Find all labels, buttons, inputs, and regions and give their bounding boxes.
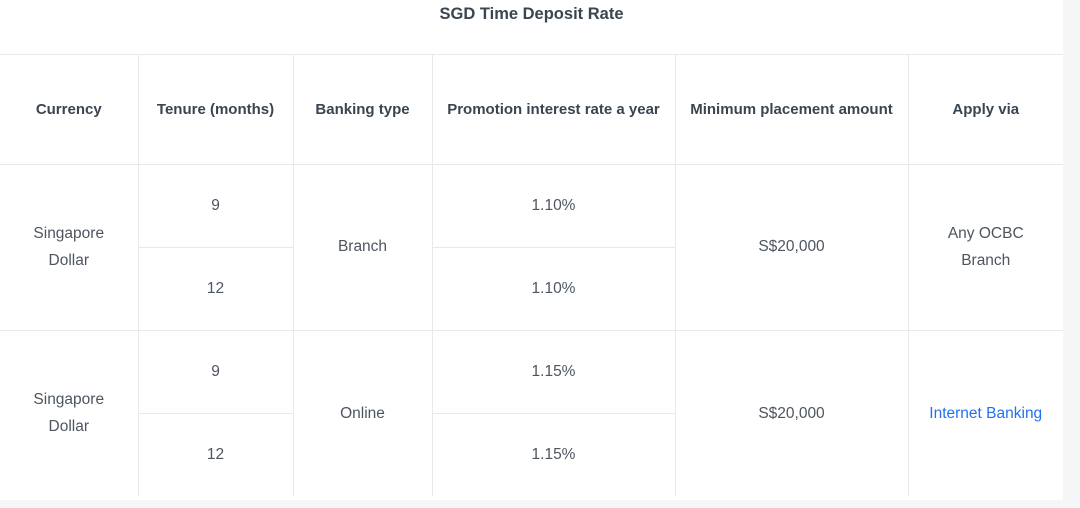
table-row: Singapore Dollar 9 Branch 1.10% S$20,000…: [0, 163, 1064, 331]
deposit-rate-table: Currency Tenure (months) Banking type Pr…: [0, 54, 1064, 497]
tenure-cell-branch-12: 12: [137, 246, 294, 331]
currency-cell-online: Singapore Dollar: [0, 329, 139, 497]
table-row: 12 1.15%: [0, 412, 1063, 497]
rate-cell-branch-12: 1.10%: [431, 246, 676, 331]
deposit-rate-table-panel: SGD Time Deposit Rate Currency Tenure (m…: [0, 0, 1064, 497]
rate-cell-branch-9: 1.10%: [431, 163, 676, 248]
tenure-cell-branch-9: 9: [137, 163, 294, 248]
header-row: Currency Tenure (months) Banking type Pr…: [0, 54, 1064, 165]
internet-banking-link[interactable]: Internet Banking: [929, 404, 1043, 422]
column-header-banking-type: Banking type: [292, 54, 433, 165]
column-header-tenure: Tenure (months): [137, 54, 294, 165]
rate-cell-online-12: 1.15%: [431, 412, 676, 497]
column-header-apply-via: Apply via: [907, 54, 1064, 165]
banking-type-cell-branch: Branch: [292, 163, 433, 331]
column-header-minimum-placement: Minimum placement amount: [674, 54, 909, 165]
table-row: 12 1.10%: [0, 246, 1063, 331]
minimum-placement-cell-online: S$20,000: [674, 329, 909, 497]
minimum-placement-cell-branch: S$20,000: [674, 163, 909, 331]
apply-via-cell-branch: Any OCBC Branch: [907, 163, 1064, 331]
banking-type-cell-online: Online: [292, 329, 433, 497]
rate-cell-online-9: 1.15%: [431, 329, 676, 414]
column-header-currency: Currency: [0, 54, 139, 165]
apply-via-cell-online: Internet Banking: [907, 329, 1064, 497]
currency-cell-branch: Singapore Dollar: [0, 163, 139, 331]
table-title: SGD Time Deposit Rate: [0, 0, 1063, 55]
table-row: Singapore Dollar 9 Online 1.15% S$20,000…: [0, 329, 1064, 497]
tenure-cell-online-12: 12: [137, 412, 294, 497]
tenure-cell-online-9: 9: [137, 329, 294, 414]
column-header-promotion-rate: Promotion interest rate a year: [431, 54, 676, 165]
